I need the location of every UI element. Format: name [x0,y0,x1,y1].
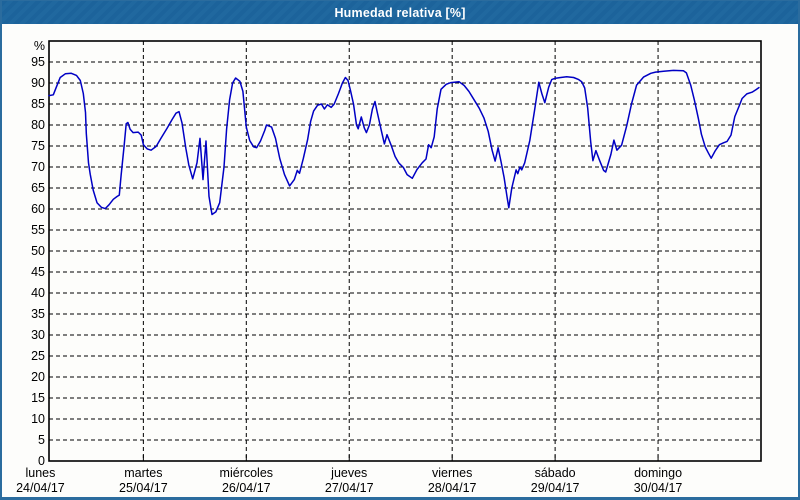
axis-frame [48,40,762,462]
chart-region [2,24,798,497]
humidity-series-line [48,69,760,216]
window-title: Humedad relativa [%] [334,5,466,20]
title-bar[interactable]: Humedad relativa [%] [2,1,798,24]
